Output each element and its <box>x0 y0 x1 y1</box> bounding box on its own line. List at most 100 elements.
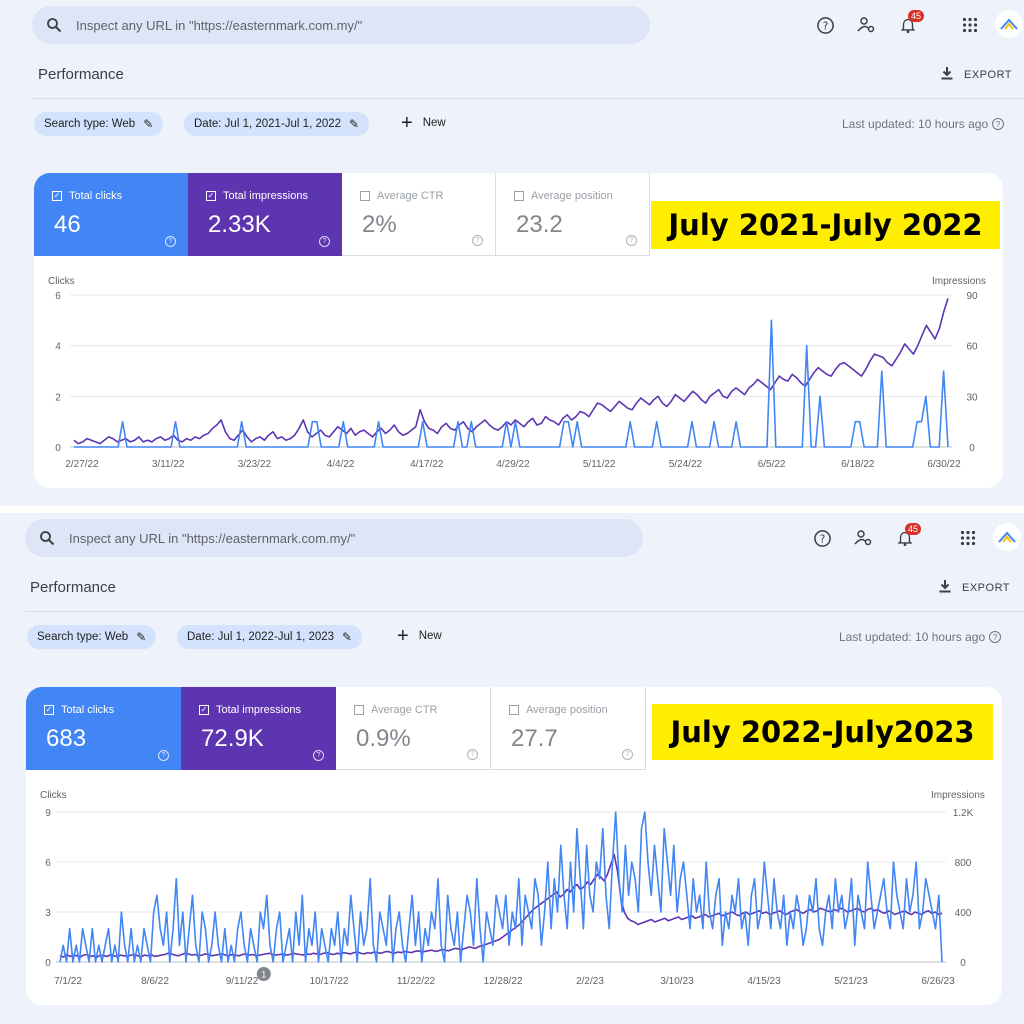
avatar[interactable] <box>993 523 1021 551</box>
search-placeholder: Inspect any URL in "https://easternmark.… <box>76 17 363 33</box>
checkbox-unchecked-icon[interactable] <box>354 705 364 715</box>
right-axis-tick-label: 60 <box>966 342 978 353</box>
account-settings-icon[interactable] <box>856 15 876 35</box>
date-filter-chip[interactable]: Date: Jul 1, 2021-Jul 1, 2022 ✎ <box>184 112 370 136</box>
url-inspection-search-bar[interactable]: Inspect any URL in "https://easternmark.… <box>32 6 650 44</box>
x-axis-tick-label: 12/28/22 <box>484 976 523 987</box>
performance-card: ✓ Total clicks 46 ? ✓ Total impressions 2.… <box>34 173 1003 488</box>
metric-average-ctr[interactable]: Average CTR 0.9% ? <box>336 687 491 770</box>
help-icon[interactable]: ? <box>313 750 324 761</box>
metric-average-position[interactable]: Average position 23.2 ? <box>496 173 650 256</box>
x-axis-tick-label: 6/18/22 <box>841 459 875 470</box>
left-axis-title: Clicks <box>40 790 67 801</box>
x-axis-tick-label: 3/23/22 <box>238 459 272 470</box>
last-updated-label: Last updated: 10 hours ago <box>842 117 989 131</box>
edit-pencil-icon: ✎ <box>349 117 360 131</box>
date-filter-chip[interactable]: Date: Jul 1, 2022-Jul 1, 2023 ✎ <box>177 625 363 649</box>
series-line-impressions <box>73 298 949 445</box>
help-icon[interactable]: ? <box>626 235 637 246</box>
help-icon[interactable]: ? <box>992 118 1005 130</box>
left-axis-tick-label: 6 <box>55 291 61 302</box>
search-type-filter-chip[interactable]: Search type: Web ✎ <box>27 625 157 649</box>
metric-label: Average position <box>531 190 613 202</box>
edit-pencil-icon: ✎ <box>136 630 147 644</box>
metric-value: 2.33K <box>208 211 271 238</box>
help-icon[interactable]: ? <box>622 749 633 760</box>
new-filter-button[interactable]: + New <box>401 113 446 133</box>
performance-chart[interactable]: 0 0 2 30 4 60 6 90 2/27/22 3/11/22 3/23/22 4/4/22 4/… <box>34 283 1003 478</box>
help-icon[interactable]: ? <box>158 750 169 761</box>
right-axis-tick-label: 800 <box>955 858 972 869</box>
right-axis-tick-label: 0 <box>960 958 966 969</box>
metric-value: 0.9% <box>356 725 411 752</box>
checkbox-unchecked-icon[interactable] <box>514 191 524 201</box>
help-icon[interactable]: ? <box>319 236 330 247</box>
metric-label: Total clicks <box>61 704 115 716</box>
right-axis-tick-label: 400 <box>955 908 972 919</box>
metric-total-clicks[interactable]: ✓ Total clicks 683 ? <box>26 687 181 770</box>
apps-grid-icon[interactable] <box>958 528 978 548</box>
right-axis-title: Impressions <box>931 790 985 801</box>
last-updated-label: Last updated: 10 hours ago <box>839 630 986 644</box>
notifications-icon[interactable]: 45 <box>898 10 924 35</box>
help-icon[interactable]: ? <box>812 528 832 548</box>
new-label: New <box>422 117 446 129</box>
svg-text:?: ? <box>822 20 828 32</box>
export-label: EXPORT <box>962 581 1011 594</box>
last-updated-text: Last updated: 10 hours ago? <box>839 630 1002 644</box>
download-icon <box>940 66 954 83</box>
help-icon[interactable]: ? <box>989 631 1002 643</box>
date-range-highlight-label: July 2022-July2023 <box>652 704 993 760</box>
metric-label: Average CTR <box>371 704 438 716</box>
right-axis-tick-label: 1.2K <box>953 808 974 819</box>
notification-count-badge: 45 <box>907 10 924 22</box>
edit-pencil-icon: ✎ <box>342 630 353 644</box>
apps-grid-icon[interactable] <box>960 15 980 35</box>
x-axis-tick-label: 3/11/22 <box>152 459 185 470</box>
metric-label: Total impressions <box>223 190 308 202</box>
checkbox-unchecked-icon[interactable] <box>509 705 519 715</box>
x-axis-tick-label: 5/11/22 <box>583 459 616 470</box>
export-label: EXPORT <box>964 68 1013 81</box>
checkbox-unchecked-icon[interactable] <box>360 191 370 201</box>
metric-total-impressions[interactable]: ✓ Total impressions 2.33K ? <box>188 173 342 256</box>
help-icon[interactable]: ? <box>467 749 478 760</box>
export-button[interactable]: EXPORT <box>938 579 1010 596</box>
checkbox-checked-icon[interactable]: ✓ <box>199 705 209 715</box>
checkbox-checked-icon[interactable]: ✓ <box>206 191 216 201</box>
plus-icon: + <box>397 625 409 647</box>
x-axis-tick-label: 4/15/23 <box>747 976 781 987</box>
help-icon[interactable]: ? <box>815 15 835 35</box>
x-axis-tick-label: 5/21/23 <box>834 976 868 987</box>
x-axis-tick-label: 4/17/22 <box>410 459 444 470</box>
checkbox-checked-icon[interactable]: ✓ <box>44 705 54 715</box>
series-line-clicks <box>74 319 949 448</box>
search-type-filter-chip[interactable]: Search type: Web ✎ <box>34 112 164 136</box>
metric-average-ctr[interactable]: Average CTR 2% ? <box>342 173 496 256</box>
metric-value: 72.9K <box>201 725 264 752</box>
help-icon[interactable]: ? <box>472 235 483 246</box>
metric-average-position[interactable]: Average position 27.7 ? <box>491 687 646 770</box>
notifications-icon[interactable]: 45 <box>895 523 921 548</box>
account-settings-icon[interactable] <box>853 528 873 548</box>
metric-value: 27.7 <box>511 725 558 752</box>
panel-separator <box>0 506 1024 513</box>
checkbox-checked-icon[interactable]: ✓ <box>52 191 62 201</box>
metric-total-clicks[interactable]: ✓ Total clicks 46 ? <box>34 173 188 256</box>
metric-label: Average position <box>526 704 608 716</box>
export-button[interactable]: EXPORT <box>940 66 1012 83</box>
new-filter-button[interactable]: + New <box>397 625 442 647</box>
header-divider <box>32 98 1024 99</box>
metric-label: Total impressions <box>216 704 301 716</box>
url-inspection-search-bar[interactable]: Inspect any URL in "https://easternmark.… <box>25 519 643 557</box>
help-icon[interactable]: ? <box>165 236 176 247</box>
performance-chart[interactable]: 0 0 3 400 6 800 9 1.2K 7/1/22 8/6/22 9/11/22 10/17/… <box>26 797 1002 997</box>
metric-value: 46 <box>54 211 81 238</box>
metric-label: Average CTR <box>377 190 444 202</box>
new-label: New <box>418 630 442 642</box>
avatar[interactable] <box>995 10 1023 38</box>
search-icon <box>46 17 62 33</box>
metric-value: 683 <box>46 725 87 752</box>
metric-total-impressions[interactable]: ✓ Total impressions 72.9K ? <box>181 687 336 770</box>
metric-label: Total clicks <box>69 190 123 202</box>
